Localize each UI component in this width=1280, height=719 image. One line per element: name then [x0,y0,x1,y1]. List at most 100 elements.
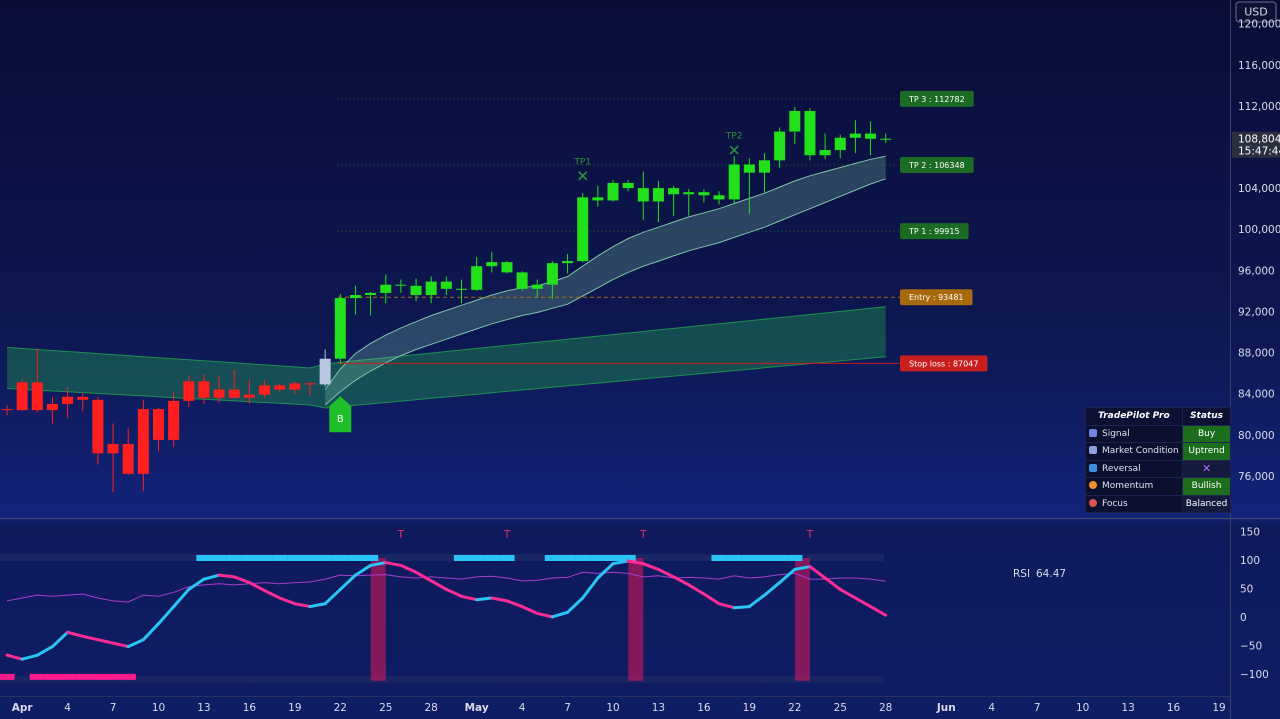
signal-bar [90,673,106,680]
level-label: TP 2 : 106348 [908,161,965,170]
x-tick-label: Apr [12,702,34,714]
zone [370,558,386,681]
oscillator-segment [505,599,524,609]
signal-bar [75,673,91,680]
signal-bar [0,673,15,680]
candle-body [107,444,119,454]
oscillator-segment [263,589,282,600]
candle-body [516,272,528,289]
row-label: Reversal [1085,459,1183,478]
candle-body [562,261,574,264]
y-tick-label: 116,000 [1238,60,1280,72]
currency-button[interactable] [1235,1,1277,23]
x-tick-label: 22 [788,702,801,714]
oscillator-segment [293,602,312,609]
signal-bar [499,555,515,561]
y-tick-label: 112,000 [1238,101,1280,113]
x-tick-label: 25 [834,702,847,714]
signal-bar [363,555,379,561]
oscillator-segment [869,605,888,617]
candle-body [577,197,589,262]
signal-bar [605,555,621,561]
signal-bar [347,555,364,561]
x-tick-label: 7 [110,702,117,714]
band-fill [7,306,886,408]
oscillator-segment [490,596,509,603]
candle-body [410,285,422,295]
level-label: TP 1 : 99915 [908,227,960,236]
oscillator-segment [141,622,160,642]
signal-bar [772,555,788,561]
y-tick-label: 80,000 [1238,430,1275,442]
signal-bar [787,555,803,561]
candle-body [153,409,164,440]
candle-body [198,381,210,398]
oscillator-segment [793,565,812,571]
candle-body [713,195,725,200]
signal-bar [44,673,61,680]
candle-body [304,383,316,385]
oscillator-segment [429,579,448,591]
y-tick-label: 104,000 [1238,183,1280,195]
t-signal: T [503,528,511,541]
candle-body [77,396,89,400]
currency[interactable]: USD [1244,6,1268,19]
signal-bar [29,673,45,680]
rsi-tick-label: 100 [1240,555,1260,567]
oscillator-segment [808,565,827,580]
signal-bar [256,555,273,561]
oscillator-segment [414,570,433,583]
candle-body [501,262,513,273]
oscillator-segment [535,611,554,619]
t-signal: T [397,528,405,541]
x-tick-label: 10 [1076,702,1089,714]
row-label-text: Signal [1102,428,1130,439]
oscillator-segment [353,563,373,577]
signal-bar [620,555,636,561]
candle-body [1,409,13,411]
candle-body [819,150,831,156]
oscillator-segment [611,559,630,566]
candle-body [607,182,619,201]
oscillator-segment [187,577,206,591]
x-tick-label: 10 [606,702,619,714]
oscillator-segment [399,563,418,574]
oscillator-segment [35,645,54,657]
candle-body [380,284,392,293]
candle-body [62,396,74,404]
row-status: ✕ [1181,459,1232,478]
signal-bar [302,555,318,561]
candle-body [395,284,407,286]
oscillator-segment [66,630,85,638]
signal-bar [211,555,227,561]
t-signal: T [806,528,814,541]
tp-hit-label: TP1 [573,157,591,167]
level-label-box [900,223,969,240]
rsi-tick-label: 150 [1240,526,1260,538]
candle-body [668,188,680,195]
signal-bar [105,673,121,680]
x-tick-label: 19 [288,702,301,714]
rsi-value: 64.47 [1036,568,1066,580]
oscillator-segment [853,596,873,609]
level-label-box [900,355,988,372]
band-upper [6,306,886,369]
oscillator-segment [626,559,645,566]
candle-body [849,133,861,138]
oscillator-segment [566,596,585,614]
x-tick-label: 13 [1121,702,1134,714]
last-price-box [1232,131,1280,158]
row-status: Balanced [1181,494,1232,513]
oscillator-segment [778,567,797,585]
oscillator-segment [581,576,600,600]
candle-body [531,284,543,289]
oscillator-segment [202,573,221,581]
candle-body [274,385,286,390]
candle-body [592,197,604,201]
signal-bar [544,555,560,561]
y-tick-label: 120,000 [1238,19,1280,31]
oscillator-segment [111,641,130,649]
row-label-text: Momentum [1102,481,1154,492]
row-label-text: Market Condition [1102,446,1179,457]
